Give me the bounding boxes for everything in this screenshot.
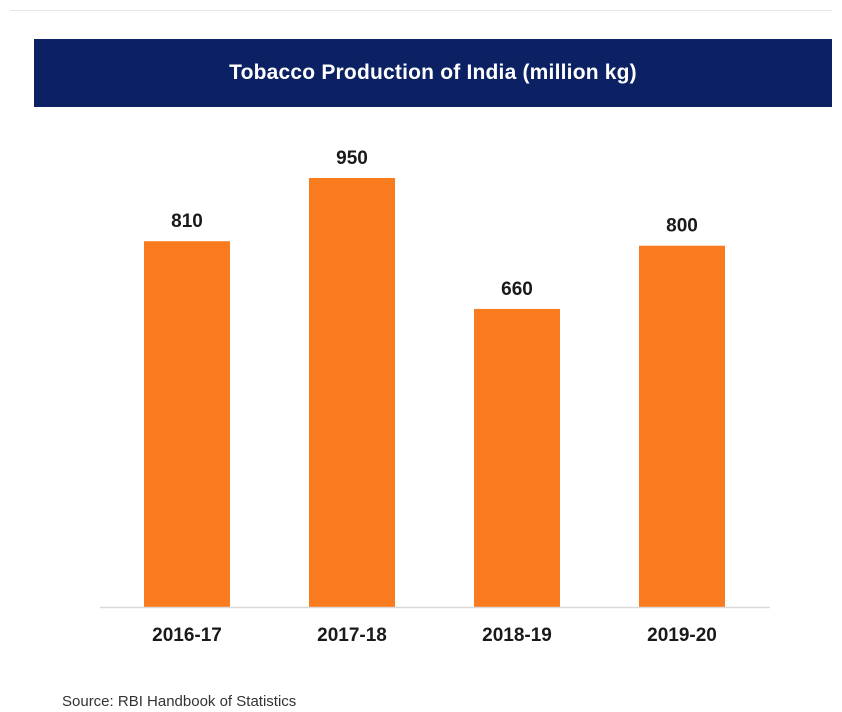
category-label-2018-19: 2018-19 <box>482 625 552 646</box>
bar-2017-18 <box>309 178 395 607</box>
data-label-2018-19: 660 <box>501 279 533 300</box>
data-label-2017-18: 950 <box>336 148 368 169</box>
data-label-2016-17: 810 <box>171 211 203 232</box>
bar-2018-19 <box>474 308 560 607</box>
category-label-2017-18: 2017-18 <box>317 625 387 646</box>
category-label-2016-17: 2016-17 <box>152 625 222 646</box>
source-note: Source: RBI Handbook of Statistics <box>62 693 297 710</box>
bars-group <box>144 178 725 607</box>
bar-2016-17 <box>144 241 230 607</box>
labels-group: 810 2016-17 950 2017-18 660 2018-19 800 2019-20 <box>152 148 717 646</box>
category-label-2019-20: 2019-20 <box>647 625 717 646</box>
data-label-2019-20: 800 <box>666 216 698 237</box>
bar-2019-20 <box>639 245 725 607</box>
top-divider <box>10 10 832 11</box>
chart-title: Tobacco Production of India (million kg) <box>229 61 637 84</box>
chart-title-banner: Tobacco Production of India (million kg) <box>34 39 832 107</box>
